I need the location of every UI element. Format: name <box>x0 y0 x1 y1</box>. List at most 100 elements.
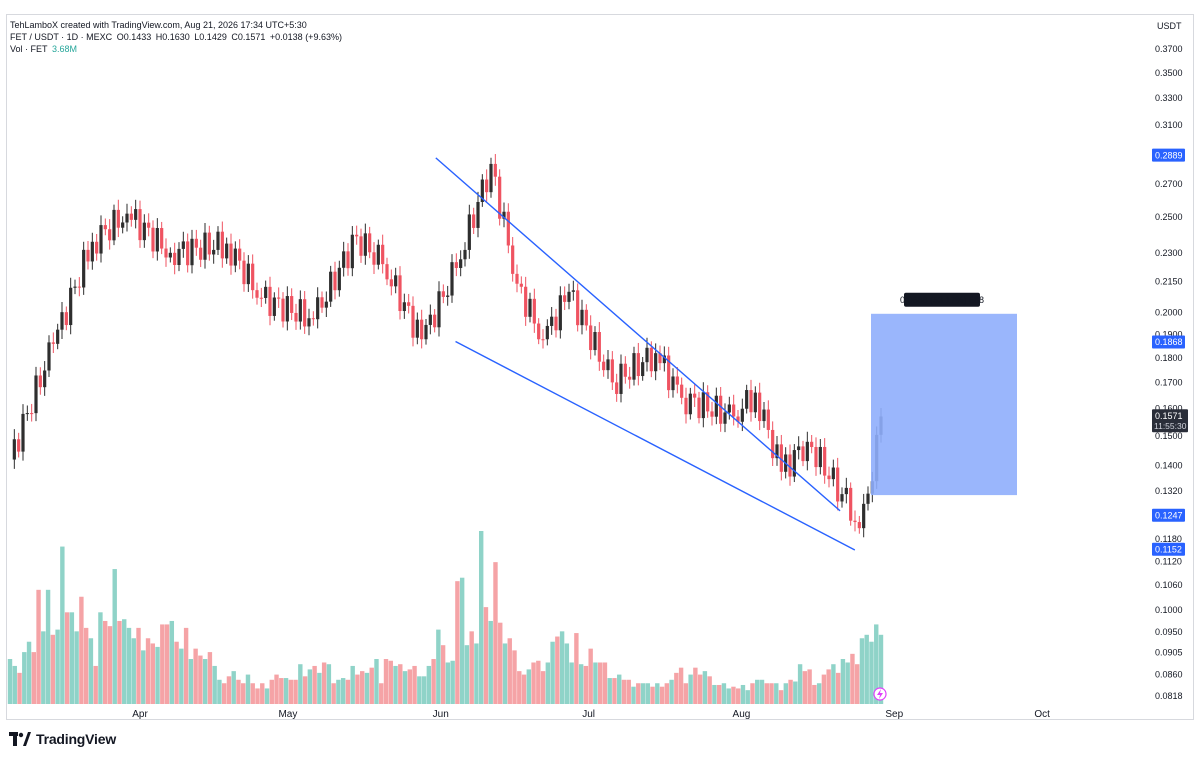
candle <box>337 260 341 297</box>
brand-footer[interactable]: TradingView <box>9 731 116 747</box>
candle <box>64 306 68 331</box>
candle <box>17 432 21 458</box>
candle <box>220 221 224 268</box>
volume-bar <box>645 683 650 704</box>
candle <box>437 281 441 337</box>
volume-bar <box>693 667 698 704</box>
candle <box>190 229 194 274</box>
candle <box>779 434 783 481</box>
volume-bar <box>593 662 598 704</box>
candle <box>589 315 593 360</box>
candle <box>121 216 125 234</box>
candle <box>714 387 718 425</box>
candle <box>658 345 662 371</box>
price-tick: 0.0818 <box>1155 691 1183 701</box>
candle <box>25 405 29 421</box>
candle <box>797 436 801 460</box>
price-axis[interactable]: USDT 0.3700 0.3500 0.3300 0.3100 0.2700 0.2500… <box>1155 21 1183 701</box>
price-tick: 0.1320 <box>1155 486 1183 496</box>
price-tick: 0.0905 <box>1155 648 1183 658</box>
volume-bar <box>179 648 184 704</box>
volume-bar <box>678 667 684 704</box>
volume-bar <box>412 665 417 704</box>
volume-bar <box>107 626 113 704</box>
candle <box>619 354 623 403</box>
volume-bar <box>364 672 370 704</box>
candle <box>636 342 640 386</box>
time-tick: Aug <box>733 709 751 720</box>
candle <box>606 349 610 379</box>
volume-bar <box>350 665 355 704</box>
candle <box>593 326 597 356</box>
volume-bar <box>845 662 850 704</box>
candle <box>524 276 528 326</box>
lightning-icon[interactable] <box>873 687 887 701</box>
candle <box>758 382 762 431</box>
volume-bar <box>274 674 279 704</box>
candle <box>402 293 406 319</box>
volume-bar <box>721 683 727 704</box>
candle <box>355 225 359 245</box>
projection-box[interactable] <box>871 313 1017 496</box>
candle <box>333 261 337 300</box>
lower-trendline[interactable] <box>455 340 856 551</box>
volume-bar <box>588 648 593 704</box>
volume-bar <box>621 679 627 704</box>
time-axis[interactable]: Apr May Jun Jul Aug Sep Oct <box>132 709 1050 720</box>
candle <box>515 264 519 293</box>
volume-bar <box>393 665 398 704</box>
time-tick: Apr <box>132 709 148 720</box>
candle <box>242 252 246 292</box>
price-tick: 0.3700 <box>1155 44 1183 54</box>
high-value: H0.1630 <box>155 32 190 42</box>
volume-bar <box>802 671 808 704</box>
candle <box>199 239 203 268</box>
candle <box>801 440 805 467</box>
volume-bar <box>307 669 313 704</box>
candle <box>73 279 77 295</box>
svg-text:0.1571: 0.1571 <box>1155 411 1183 421</box>
volume-bar <box>260 683 265 704</box>
volume-bar <box>493 562 498 704</box>
volume-bar <box>426 665 432 704</box>
candle <box>212 239 216 264</box>
chart-frame[interactable] <box>6 14 1194 720</box>
time-tick: Oct <box>1034 709 1050 720</box>
projection-label-text: 0.0688 (53.17%) 688 <box>900 295 984 305</box>
candle <box>805 431 809 471</box>
volume-bar <box>193 648 198 704</box>
volume-bar <box>474 643 479 704</box>
price-tick: 0.2500 <box>1155 212 1183 222</box>
price-tick: 0.2150 <box>1155 277 1183 287</box>
price-tick: 0.1500 <box>1155 431 1183 441</box>
volume-bar <box>12 665 17 704</box>
volume-bar <box>517 671 522 704</box>
candle <box>675 366 679 394</box>
symbol-label[interactable]: FET / USDT · 1D · MEXC <box>10 32 113 42</box>
volume-bar <box>736 688 741 704</box>
candle <box>706 385 710 418</box>
candle <box>233 241 237 273</box>
price-tick: 0.0950 <box>1155 627 1183 637</box>
candle <box>47 335 51 378</box>
candle <box>749 379 753 422</box>
candle <box>125 203 129 232</box>
candle <box>225 237 229 264</box>
price-tick: 0.0860 <box>1155 670 1183 680</box>
candle <box>628 366 632 389</box>
volume-bar <box>164 624 170 704</box>
candle <box>433 309 437 333</box>
candle <box>719 386 723 432</box>
volume-bar <box>683 683 689 704</box>
volume-bar <box>288 679 294 704</box>
candle <box>775 436 779 466</box>
candle <box>216 226 220 255</box>
upper-trendline[interactable] <box>435 157 841 512</box>
candle <box>727 396 731 420</box>
candle <box>576 283 580 332</box>
volume-bar <box>269 679 274 704</box>
volume-bar <box>731 686 736 704</box>
candle <box>203 222 207 269</box>
candle <box>844 477 848 504</box>
